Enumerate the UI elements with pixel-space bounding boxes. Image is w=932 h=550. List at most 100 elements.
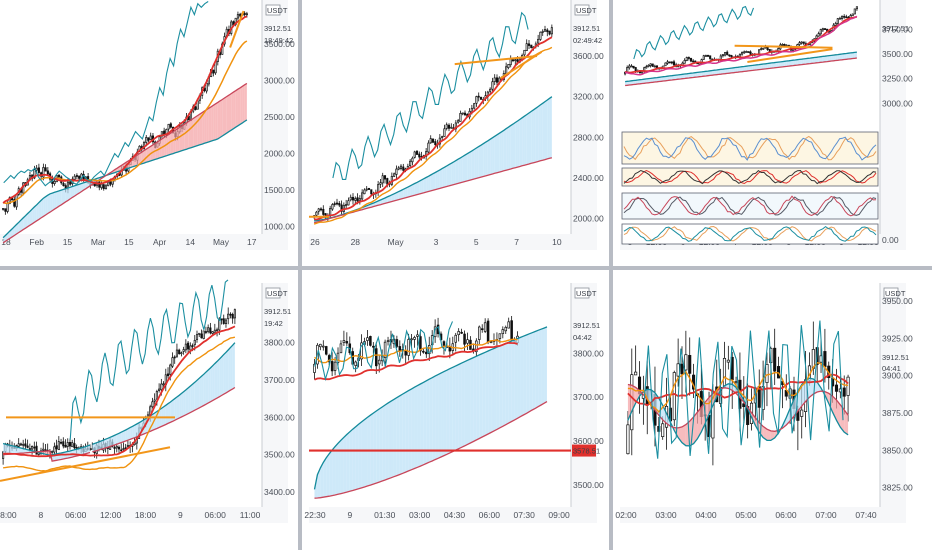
y-tick-label: 3750.00 xyxy=(882,25,913,35)
ichimoku-cloud xyxy=(396,395,400,476)
ichimoku-cloud xyxy=(338,440,341,495)
candle xyxy=(347,200,350,206)
x-tick-label: 15 xyxy=(63,237,73,247)
y-tick-label: 3900.00 xyxy=(882,371,913,381)
ichimoku-cloud xyxy=(631,80,634,85)
ichimoku-cloud xyxy=(547,98,550,159)
candle xyxy=(523,49,526,56)
x-tick-label: 18:00 xyxy=(0,510,17,520)
ichimoku-cloud xyxy=(483,142,486,177)
candle xyxy=(313,363,316,373)
x-tick-label: 28 xyxy=(351,237,361,247)
ichimoku-cloud xyxy=(38,200,42,220)
ichimoku-cloud xyxy=(399,394,403,475)
ichimoku-cloud xyxy=(193,117,196,147)
candle xyxy=(463,333,466,345)
candle xyxy=(167,123,170,130)
ichimoku-cloud xyxy=(429,377,433,463)
ichimoku-cloud xyxy=(412,183,415,196)
candle xyxy=(478,326,481,340)
ichimoku-cloud xyxy=(541,328,545,405)
ichimoku-cloud xyxy=(535,330,539,409)
candle xyxy=(109,181,112,185)
candle xyxy=(44,167,47,172)
candle xyxy=(704,55,707,57)
candle xyxy=(62,183,65,187)
ichimoku-cloud xyxy=(491,348,494,433)
ichimoku-cloud xyxy=(524,114,527,166)
ichimoku-cloud xyxy=(426,379,430,464)
ichimoku-cloud xyxy=(654,77,657,83)
ichimoku-cloud xyxy=(232,342,235,389)
candle xyxy=(842,387,846,397)
candle xyxy=(145,137,148,143)
ichimoku-cloud xyxy=(382,405,386,482)
ichimoku-cloud xyxy=(14,224,17,236)
y-tick-label: 3950.00 xyxy=(882,296,913,306)
y-tick-label: 3500.00 xyxy=(264,39,295,49)
ichimoku-cloud xyxy=(423,177,427,193)
candle xyxy=(706,54,710,57)
ichimoku-cloud xyxy=(438,373,442,459)
ichimoku-cloud xyxy=(705,71,709,76)
candle xyxy=(846,376,850,396)
ichimoku-cloud xyxy=(662,405,667,424)
candle xyxy=(78,175,81,179)
countdown-label: 04:41 xyxy=(882,364,901,373)
candle xyxy=(317,208,320,212)
candle xyxy=(800,409,804,417)
candle xyxy=(838,17,841,20)
chikou-span xyxy=(633,5,755,60)
ichimoku-cloud xyxy=(644,78,647,84)
ichimoku-cloud xyxy=(829,55,832,62)
ichimoku-cloud xyxy=(716,69,719,75)
candle xyxy=(395,339,399,347)
chikou-span xyxy=(69,279,229,440)
ichimoku-cloud xyxy=(506,127,509,171)
ichimoku-cloud xyxy=(532,331,536,411)
candle xyxy=(397,167,400,170)
candle xyxy=(398,346,402,351)
ichimoku-cloud xyxy=(430,173,433,191)
candle xyxy=(195,334,199,340)
ichimoku-cloud xyxy=(163,405,166,426)
ichimoku-cloud xyxy=(25,213,28,229)
time-axis xyxy=(309,234,597,250)
y-tick-label: 3500.00 xyxy=(573,480,604,490)
x-tick-label: 12:00 xyxy=(100,510,122,520)
ichimoku-cloud xyxy=(712,70,715,76)
price-axis xyxy=(571,283,597,507)
candle xyxy=(493,77,496,82)
countdown-label: 02:49:42 xyxy=(573,36,602,45)
ichimoku-cloud xyxy=(538,329,542,407)
ichimoku-cloud xyxy=(669,75,672,81)
candle xyxy=(726,51,729,55)
ichimoku-cloud xyxy=(485,351,489,436)
ichimoku-cloud xyxy=(469,150,472,181)
ichimoku-cloud xyxy=(101,440,104,450)
candle xyxy=(834,384,839,392)
ichimoku-cloud xyxy=(449,367,453,453)
panel-divider xyxy=(609,0,613,550)
kijun-sen xyxy=(2,40,248,205)
ichimoku-cloud xyxy=(487,139,491,176)
ichimoku-cloud xyxy=(186,121,189,150)
senkou-span-b xyxy=(314,401,548,499)
x-tick-label: 02:00 xyxy=(615,510,637,520)
ichimoku-cloud xyxy=(699,71,702,77)
candle xyxy=(124,447,127,450)
ichimoku-cloud xyxy=(718,69,721,75)
ichimoku-cloud xyxy=(752,65,755,71)
symbol-label: USDT xyxy=(267,289,288,298)
ichimoku-cloud xyxy=(43,196,46,217)
ichimoku-cloud xyxy=(127,427,131,441)
candle xyxy=(71,442,74,448)
candle xyxy=(486,320,490,343)
candle xyxy=(457,331,460,336)
candle xyxy=(454,334,457,343)
candle xyxy=(634,371,638,376)
ichimoku-cloud xyxy=(795,59,798,66)
x-tick-label: May xyxy=(213,237,230,247)
candle xyxy=(239,13,242,17)
candle xyxy=(339,343,343,354)
